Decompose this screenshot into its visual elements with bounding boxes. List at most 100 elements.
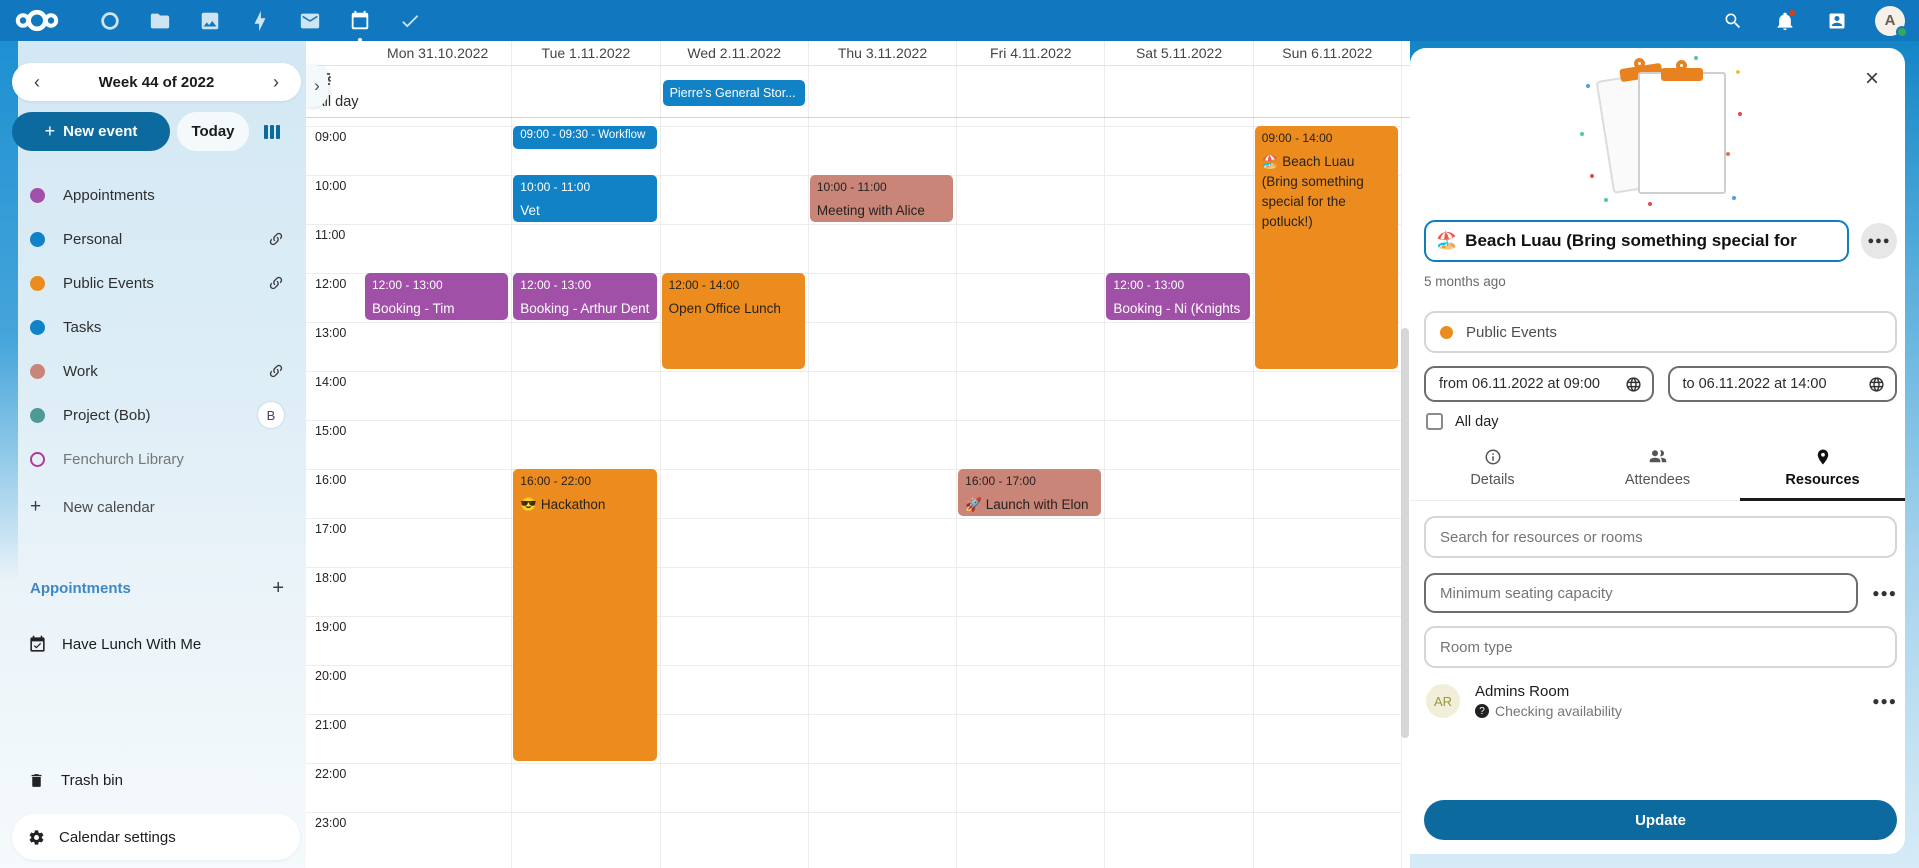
files-icon[interactable] bbox=[146, 7, 174, 35]
new-calendar-button[interactable]: + New calendar bbox=[12, 485, 300, 529]
calendar-owner-badge: B bbox=[258, 402, 284, 428]
event-title: Booking - Tim (Wizard) bbox=[372, 301, 455, 316]
hour-gridline bbox=[306, 665, 1402, 666]
all-day-cell[interactable] bbox=[1254, 66, 1402, 117]
day-header: Thu 3.11.2022 bbox=[809, 41, 958, 65]
hour-label: 22:00 bbox=[315, 767, 351, 781]
activity-icon[interactable] bbox=[246, 7, 274, 35]
resource-search-input[interactable] bbox=[1440, 528, 1881, 546]
calendar-event[interactable]: 12:00 - 13:00 Booking - Ni (Knights bbox=[1106, 273, 1250, 320]
all-day-cell[interactable] bbox=[809, 66, 958, 117]
today-button[interactable]: Today bbox=[177, 112, 249, 151]
seating-options-menu-icon[interactable]: ●●● bbox=[1872, 586, 1897, 600]
dashboard-icon[interactable] bbox=[96, 7, 124, 35]
day-column[interactable]: 16:00 - 17:00 🚀 Launch with Elon bbox=[957, 118, 1106, 868]
day-column[interactable]: 12:00 - 13:00 Booking - Ni (Knights bbox=[1105, 118, 1254, 868]
hour-label: 21:00 bbox=[315, 718, 351, 732]
sidebar-calendar-item[interactable]: Work bbox=[12, 349, 300, 393]
tab-details[interactable]: Details bbox=[1410, 440, 1575, 500]
next-week-button[interactable]: › bbox=[263, 69, 289, 95]
event-editor-panel: × 🏖️ Beach Lu bbox=[1410, 48, 1905, 854]
day-column[interactable]: 09:00 - 09:30 - Workflow 10:00 - 11:00 V… bbox=[512, 118, 661, 868]
calendar-event[interactable]: 12:00 - 13:00 Booking - Arthur Dent bbox=[513, 273, 657, 320]
calendar-event[interactable]: 09:00 - 09:30 - Workflow bbox=[513, 126, 657, 149]
event-time: 12:00 - 13:00 bbox=[1113, 278, 1185, 292]
photos-icon[interactable] bbox=[196, 7, 224, 35]
room-type-input[interactable] bbox=[1440, 638, 1881, 656]
calendar-settings-button[interactable]: Calendar settings bbox=[12, 814, 300, 860]
sidebar-calendar-item[interactable]: Public Events bbox=[12, 261, 300, 305]
notifications-bell-icon[interactable] bbox=[1771, 7, 1799, 35]
sidebar-toggle-button[interactable]: › bbox=[306, 65, 328, 107]
appointment-config-item[interactable]: Have Lunch With Me bbox=[12, 622, 300, 666]
calendar-picker[interactable]: Public Events bbox=[1424, 311, 1897, 353]
day-column[interactable]: 10:00 - 11:00 Meeting with Alice bbox=[809, 118, 958, 868]
start-date-field[interactable]: from 06.11.2022 at 09:00 bbox=[1424, 366, 1654, 402]
calendar-event[interactable]: 09:00 - 14:00 🏖️ Beach Luau (Bring somet… bbox=[1254, 126, 1398, 369]
close-icon[interactable]: × bbox=[1855, 62, 1889, 96]
calendar-event[interactable]: 10:00 - 11:00 Vet bbox=[513, 175, 657, 222]
day-column[interactable]: 12:00 - 13:00 Booking - Tim (Wizard) bbox=[364, 118, 513, 868]
nextcloud-logo[interactable] bbox=[14, 7, 60, 34]
plus-icon: + bbox=[30, 496, 42, 517]
hour-label: 15:00 bbox=[315, 424, 351, 438]
trash-bin-button[interactable]: Trash bin bbox=[12, 758, 300, 802]
hour-label: 23:00 bbox=[315, 816, 351, 830]
user-avatar[interactable]: A bbox=[1875, 5, 1908, 38]
end-date-field[interactable]: to 06.11.2022 at 14:00 bbox=[1667, 366, 1897, 402]
mail-icon[interactable] bbox=[296, 7, 324, 35]
all-day-cell[interactable] bbox=[512, 66, 661, 117]
calendar-check-icon bbox=[30, 635, 45, 652]
hour-label: 10:00 bbox=[315, 179, 351, 193]
day-column[interactable]: 12:00 - 14:00 Open Office Lunch bbox=[661, 118, 809, 868]
sidebar-calendar-item[interactable]: Fenchurch Library bbox=[12, 437, 300, 481]
tab-resources[interactable]: Resources bbox=[1740, 440, 1905, 501]
week-navigation: ‹ Week 44 of 2022 › bbox=[12, 63, 301, 101]
calendar-icon[interactable] bbox=[346, 7, 374, 42]
all-day-checkbox[interactable] bbox=[1426, 413, 1443, 430]
contacts-icon[interactable] bbox=[1823, 7, 1851, 35]
new-event-button[interactable]: + New event bbox=[12, 112, 170, 151]
tasks-icon[interactable] bbox=[396, 7, 424, 35]
previous-week-button[interactable]: ‹ bbox=[24, 69, 50, 95]
resource-list-item[interactable]: AR Admins Room ? Checking availability ●… bbox=[1424, 683, 1897, 719]
search-icon[interactable] bbox=[1719, 7, 1747, 35]
view-columns-icon[interactable] bbox=[264, 124, 280, 139]
all-day-cell[interactable] bbox=[957, 66, 1106, 117]
all-day-cell[interactable]: Pierre's General Stor... bbox=[661, 66, 809, 117]
add-appointment-config-button[interactable]: + bbox=[264, 577, 292, 600]
online-status-dot bbox=[1896, 25, 1908, 38]
resource-search-field[interactable] bbox=[1424, 516, 1897, 558]
sidebar-calendar-item[interactable]: Project (Bob) B bbox=[12, 393, 300, 437]
sidebar-calendar-item[interactable]: Personal bbox=[12, 217, 300, 261]
event-title-input[interactable]: 🏖️ Beach Luau (Bring something special f… bbox=[1424, 220, 1849, 262]
seating-capacity-field[interactable] bbox=[1424, 573, 1859, 613]
event-time: 10:00 - 11:00 bbox=[816, 180, 887, 194]
sidebar-calendar-item[interactable]: Appointments bbox=[12, 173, 300, 217]
app-sidebar: ‹ Week 44 of 2022 › + New event Today Ap… bbox=[0, 41, 306, 868]
room-type-field[interactable] bbox=[1424, 626, 1897, 668]
event-title: Booking - Arthur Dent bbox=[520, 301, 650, 316]
calendar-color-dot bbox=[30, 407, 45, 423]
calendar-event[interactable]: 16:00 - 17:00 🚀 Launch with Elon bbox=[958, 469, 1102, 516]
event-title: Open Office Lunch bbox=[668, 301, 781, 316]
update-button[interactable]: Update bbox=[1424, 800, 1897, 840]
calendar-event[interactable]: 16:00 - 22:00 😎 Hackathon bbox=[513, 469, 657, 761]
all-day-event[interactable]: Pierre's General Stor... bbox=[662, 80, 805, 106]
day-column[interactable]: 09:00 - 14:00 🏖️ Beach Luau (Bring somet… bbox=[1254, 118, 1402, 868]
seating-capacity-input[interactable] bbox=[1440, 584, 1843, 602]
resource-options-menu-icon[interactable]: ●●● bbox=[1872, 694, 1897, 708]
hour-label: 09:00 bbox=[315, 130, 351, 144]
calendar-event[interactable]: 10:00 - 11:00 Meeting with Alice bbox=[809, 175, 954, 222]
all-day-cell[interactable] bbox=[1105, 66, 1254, 117]
day-header: Sat 5.11.2022 bbox=[1105, 41, 1254, 65]
grid-scrollbar[interactable] bbox=[1401, 328, 1409, 738]
calendar-event[interactable]: 12:00 - 13:00 Booking - Tim (Wizard) bbox=[365, 273, 509, 320]
tab-attendees[interactable]: Attendees bbox=[1575, 440, 1740, 500]
all-day-cell[interactable] bbox=[364, 66, 513, 117]
event-actions-menu-icon[interactable]: ●●● bbox=[1861, 223, 1897, 259]
calendar-event[interactable]: 12:00 - 14:00 Open Office Lunch bbox=[661, 273, 805, 369]
sidebar-calendar-item[interactable]: Tasks bbox=[12, 305, 300, 349]
hour-gridline bbox=[306, 273, 1402, 274]
panel-backdrop: × 🏖️ Beach Lu bbox=[1410, 41, 1919, 868]
